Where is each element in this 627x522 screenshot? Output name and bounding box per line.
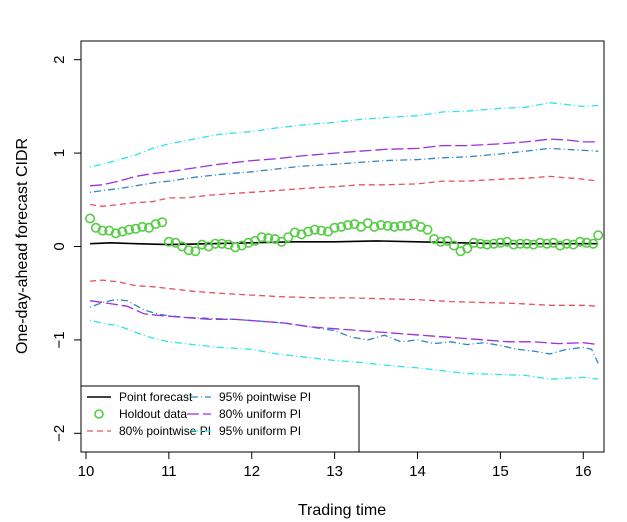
x-axis: 10 11 12 13 14 15 16 xyxy=(78,451,592,480)
holdout-point xyxy=(336,221,347,232)
series-line-95-pointwise-pi xyxy=(90,147,599,193)
holdout-point xyxy=(130,223,141,234)
holdout-point xyxy=(435,236,446,247)
holdout-point xyxy=(276,236,287,247)
holdout-point xyxy=(85,213,96,224)
holdout-point xyxy=(535,237,546,248)
x-tick-label: 15 xyxy=(492,463,509,480)
series-line-80-uniform-pi-lower xyxy=(90,300,599,346)
x-tick-label: 13 xyxy=(326,463,343,480)
holdout-point xyxy=(541,238,552,249)
holdout-point xyxy=(243,237,254,248)
legend-label: Holdout data xyxy=(119,407,187,421)
x-tick-label: 16 xyxy=(575,463,592,480)
y-tick-label: −1 xyxy=(51,331,68,348)
y-tick-label: 2 xyxy=(51,56,68,64)
x-tick-label: 12 xyxy=(243,463,260,480)
series-line-95-uniform-pi xyxy=(89,102,599,168)
holdout-point xyxy=(110,228,121,239)
holdout-point xyxy=(316,225,327,236)
holdout-point xyxy=(163,236,174,247)
holdout-point xyxy=(303,226,314,237)
holdout-point xyxy=(309,224,320,235)
holdout-point xyxy=(210,238,221,249)
legend-box xyxy=(80,385,360,453)
holdout-point xyxy=(389,221,400,232)
legend-label: 80% pointwise PI xyxy=(119,424,211,438)
series-line-80-uniform-pi xyxy=(90,138,599,187)
series-line-80-pointwise-pi-lower xyxy=(90,279,599,307)
holdout-point xyxy=(508,239,519,250)
holdout-point xyxy=(488,238,499,249)
y-axis-title: One-day-ahead forecast CIDR xyxy=(14,138,31,354)
holdout-point xyxy=(382,220,393,231)
holdout-point xyxy=(137,221,148,232)
holdout-point xyxy=(117,226,128,237)
legend-label: 95% pointwise PI xyxy=(219,390,311,404)
holdout-point xyxy=(157,217,168,228)
holdout-point xyxy=(448,240,459,251)
holdout-point xyxy=(150,219,161,230)
legend-swatch xyxy=(94,409,104,419)
holdout-point xyxy=(342,220,353,231)
holdout-point xyxy=(256,232,267,243)
legend-label: Point forecast xyxy=(119,390,193,404)
series-line-point-forecast xyxy=(90,240,599,246)
holdout-point xyxy=(475,238,486,249)
legend-label: 80% uniform PI xyxy=(219,407,301,421)
holdout-point xyxy=(197,239,208,250)
series-line-95-pointwise-pi-lower xyxy=(89,299,599,364)
holdout-point xyxy=(442,235,453,246)
holdout-point xyxy=(183,245,194,256)
holdout-point xyxy=(581,237,592,248)
holdout-point xyxy=(395,220,406,231)
holdout-point xyxy=(495,237,506,248)
holdout-point xyxy=(230,242,241,253)
legend-label: 95% uniform PI xyxy=(219,424,301,438)
series-layer xyxy=(85,102,604,380)
series-line-80-pointwise-pi xyxy=(90,175,599,207)
holdout-point xyxy=(263,233,274,244)
holdout-point xyxy=(190,246,201,257)
holdout-point xyxy=(289,227,300,238)
legend: Point forecast Holdout data 80% pointwise … xyxy=(80,385,360,453)
holdout-point xyxy=(555,240,566,251)
holdout-point xyxy=(329,222,340,233)
holdout-point xyxy=(283,232,294,243)
y-tick-label: 1 xyxy=(51,149,68,157)
holdout-point xyxy=(482,239,493,250)
holdout-point xyxy=(515,238,526,249)
holdout-point xyxy=(574,236,585,247)
holdout-point xyxy=(422,224,433,235)
holdout-point xyxy=(216,238,227,249)
series-line-95-uniform-pi-lower xyxy=(89,319,599,380)
holdout-point xyxy=(369,221,380,232)
holdout-point xyxy=(462,243,473,254)
holdout-point xyxy=(588,238,599,249)
holdout-point xyxy=(593,230,604,241)
holdout-point xyxy=(561,238,572,249)
holdout-point xyxy=(124,224,135,235)
y-tick-label: −2 xyxy=(51,425,68,442)
x-tick-label: 10 xyxy=(78,463,95,480)
x-tick-label: 11 xyxy=(161,463,177,480)
y-axis: −2 −1 0 1 2 xyxy=(51,56,82,442)
holdout-point xyxy=(521,238,532,249)
y-tick-label: 0 xyxy=(51,242,68,250)
holdout-point xyxy=(97,225,108,236)
x-tick-label: 14 xyxy=(409,463,426,480)
holdout-point xyxy=(402,220,413,231)
x-axis-title: Trading time xyxy=(298,502,386,519)
holdout-point xyxy=(528,239,539,250)
holdout-point xyxy=(375,220,386,231)
holdout-point xyxy=(468,237,479,248)
